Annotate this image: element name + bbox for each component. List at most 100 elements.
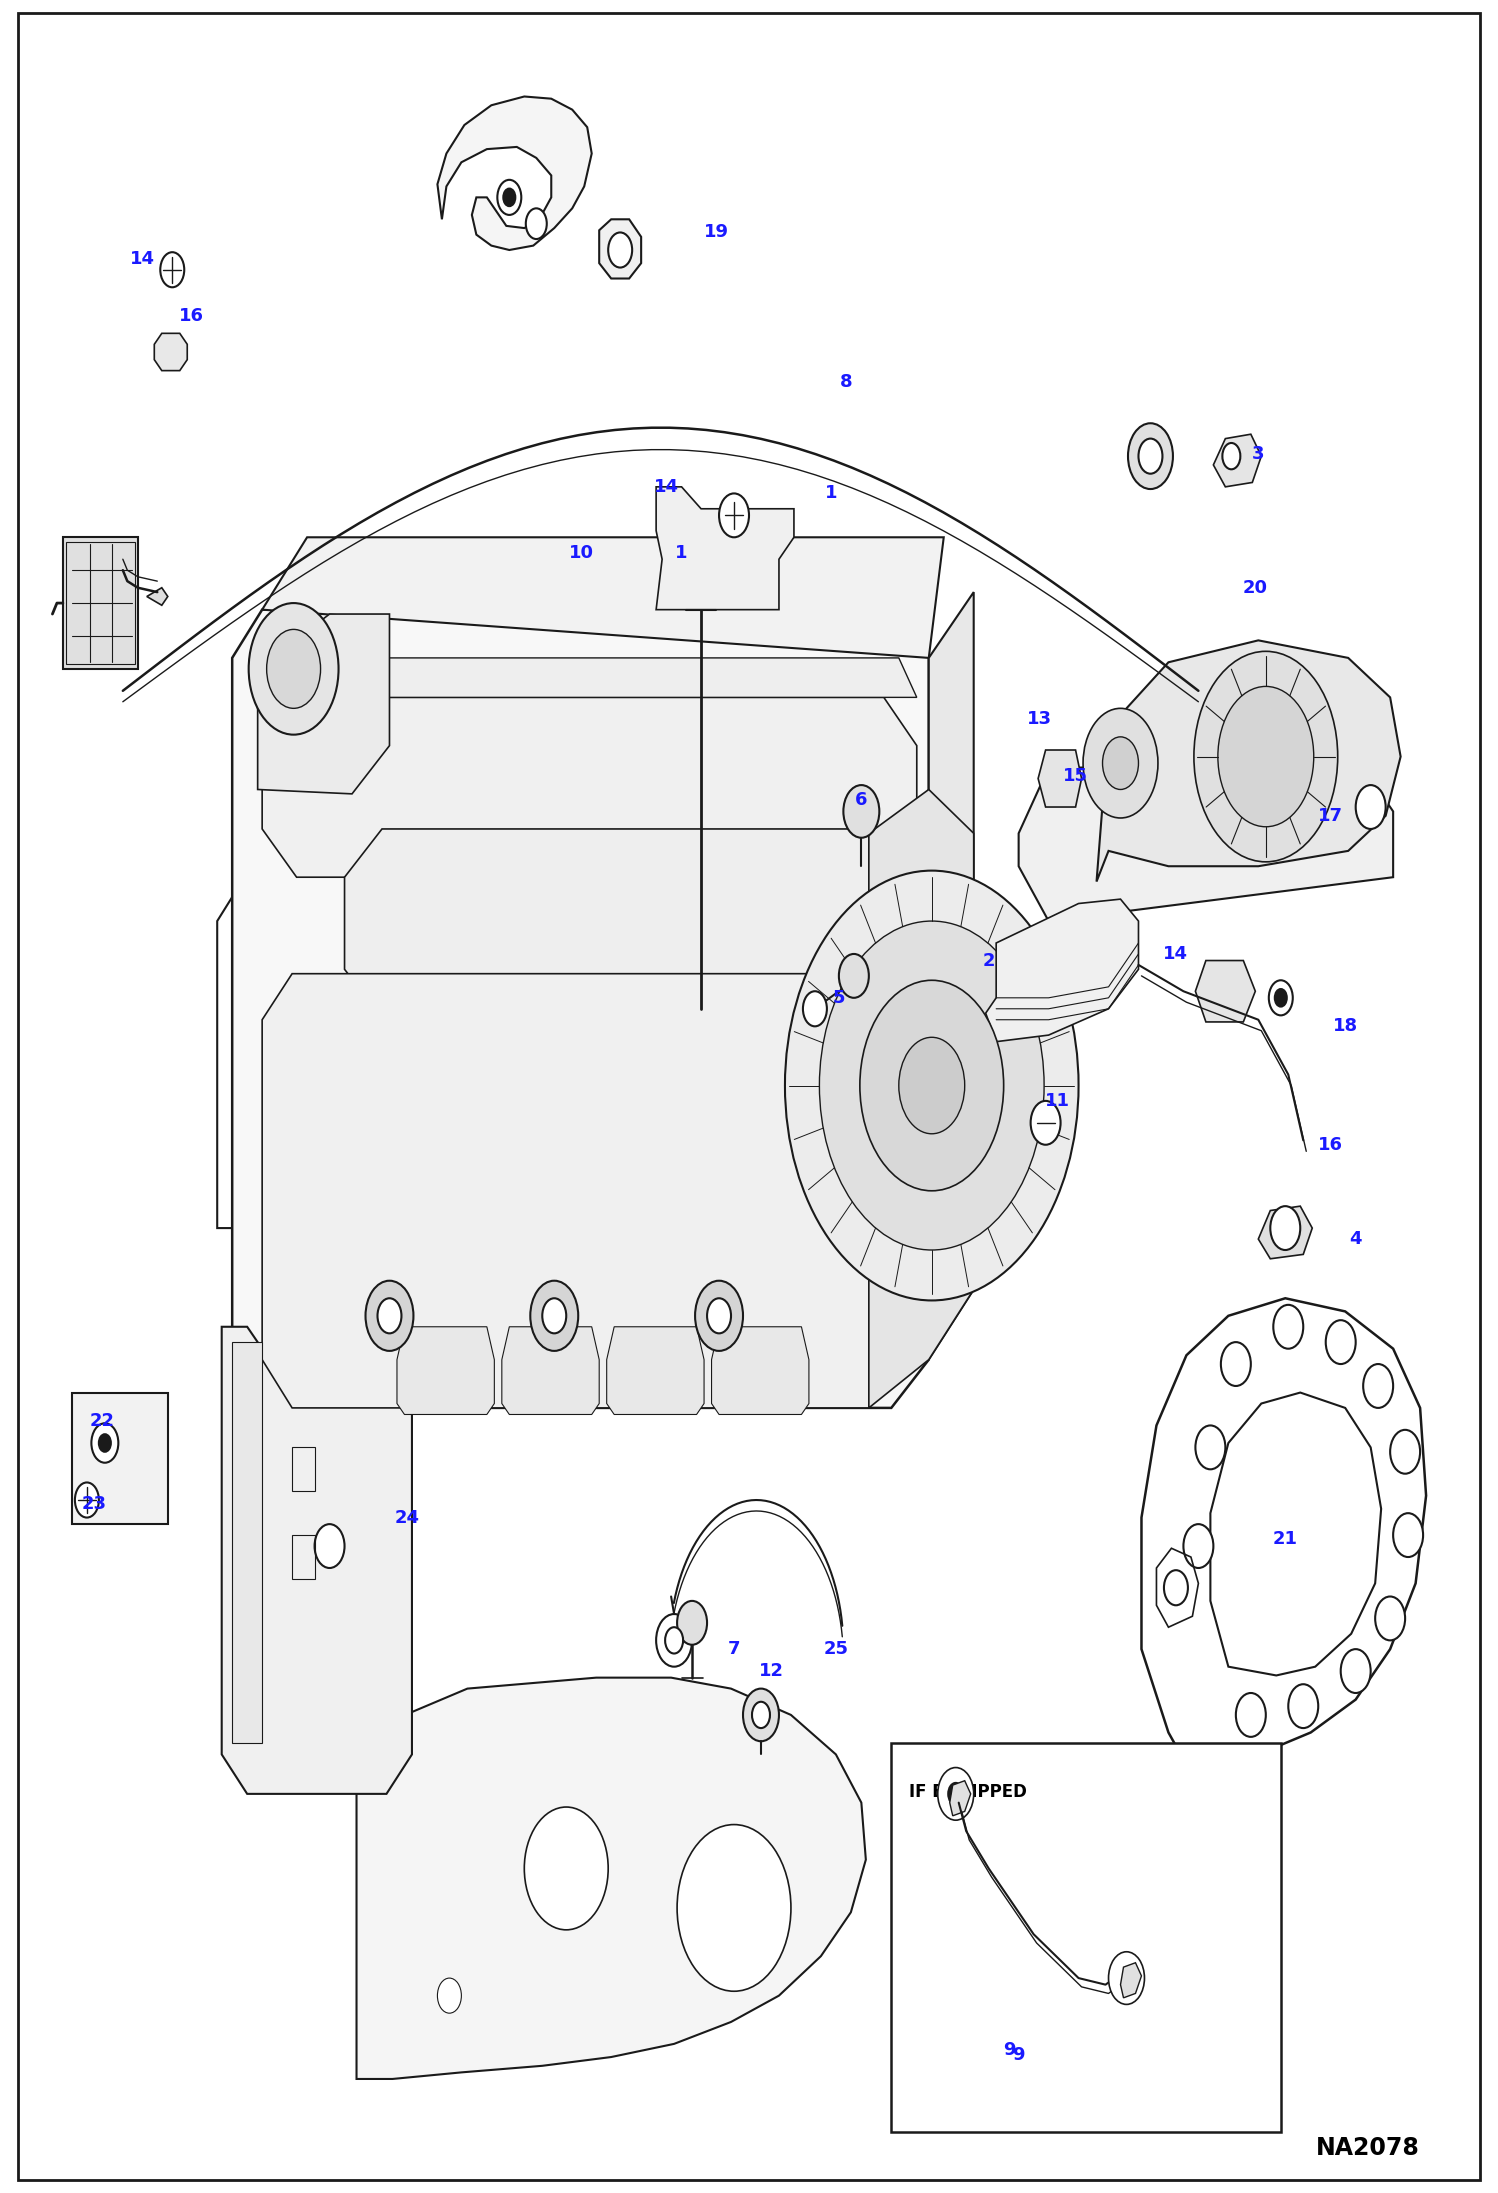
- Text: 1: 1: [676, 544, 688, 561]
- Polygon shape: [1195, 961, 1255, 1022]
- Polygon shape: [437, 96, 592, 250]
- Circle shape: [1031, 1101, 1061, 1145]
- Text: 8: 8: [840, 373, 852, 390]
- Circle shape: [665, 1627, 683, 1654]
- Polygon shape: [1038, 750, 1082, 807]
- Text: 10: 10: [569, 544, 593, 561]
- Circle shape: [267, 629, 321, 708]
- Circle shape: [1103, 737, 1138, 789]
- Circle shape: [1218, 686, 1314, 827]
- Circle shape: [524, 1807, 608, 1930]
- Circle shape: [1138, 439, 1162, 474]
- Circle shape: [656, 1614, 692, 1667]
- Text: 15: 15: [1064, 768, 1088, 785]
- Circle shape: [1273, 1305, 1303, 1349]
- Polygon shape: [1019, 768, 1393, 921]
- Circle shape: [1356, 785, 1386, 829]
- Polygon shape: [986, 899, 1138, 1042]
- Polygon shape: [262, 537, 944, 658]
- Circle shape: [497, 180, 521, 215]
- Polygon shape: [599, 219, 641, 279]
- Bar: [891, 1743, 1281, 2132]
- Polygon shape: [258, 614, 389, 794]
- Circle shape: [1375, 1597, 1405, 1640]
- Circle shape: [437, 1978, 461, 2013]
- Circle shape: [803, 991, 827, 1026]
- Circle shape: [99, 1434, 111, 1452]
- Circle shape: [1195, 1425, 1225, 1469]
- Polygon shape: [712, 1327, 809, 1414]
- Polygon shape: [262, 697, 917, 877]
- Circle shape: [160, 252, 184, 287]
- Circle shape: [1326, 1320, 1356, 1364]
- Polygon shape: [1258, 1206, 1312, 1259]
- Circle shape: [1390, 1430, 1420, 1474]
- Circle shape: [819, 921, 1044, 1250]
- Polygon shape: [147, 588, 168, 605]
- Text: 23: 23: [82, 1496, 106, 1513]
- Circle shape: [1183, 1524, 1213, 1568]
- Polygon shape: [656, 487, 794, 610]
- Circle shape: [719, 493, 749, 537]
- Circle shape: [503, 189, 515, 206]
- Text: 16: 16: [1318, 1136, 1342, 1154]
- Polygon shape: [262, 974, 899, 1408]
- Text: 24: 24: [395, 1509, 419, 1526]
- Polygon shape: [357, 1678, 866, 2079]
- Text: 18: 18: [1333, 1018, 1357, 1035]
- Circle shape: [377, 1298, 401, 1333]
- Text: 1: 1: [825, 485, 837, 502]
- Circle shape: [1221, 1342, 1251, 1386]
- Text: 16: 16: [180, 307, 204, 325]
- Polygon shape: [607, 1327, 704, 1414]
- Circle shape: [315, 1524, 345, 1568]
- Circle shape: [1083, 708, 1158, 818]
- Circle shape: [608, 232, 632, 268]
- Polygon shape: [154, 333, 187, 371]
- Circle shape: [948, 1783, 963, 1805]
- Circle shape: [843, 785, 879, 838]
- Circle shape: [677, 1601, 707, 1645]
- Circle shape: [1288, 1684, 1318, 1728]
- Circle shape: [526, 208, 547, 239]
- Polygon shape: [345, 829, 917, 1018]
- Text: 14: 14: [655, 478, 679, 496]
- Circle shape: [938, 1768, 974, 1820]
- Polygon shape: [297, 658, 917, 697]
- Circle shape: [530, 1281, 578, 1351]
- Text: 6: 6: [855, 792, 867, 809]
- Circle shape: [1270, 1206, 1300, 1250]
- Text: 20: 20: [1243, 579, 1267, 596]
- Circle shape: [1194, 651, 1338, 862]
- Circle shape: [91, 1423, 118, 1463]
- Circle shape: [1128, 423, 1173, 489]
- Circle shape: [860, 980, 1004, 1191]
- Polygon shape: [869, 789, 974, 1408]
- Text: 2: 2: [983, 952, 995, 969]
- Text: 14: 14: [130, 250, 154, 268]
- Circle shape: [75, 1482, 99, 1518]
- Circle shape: [1269, 980, 1293, 1015]
- Text: 5: 5: [833, 989, 845, 1007]
- Circle shape: [1164, 1570, 1188, 1605]
- Text: 14: 14: [1164, 945, 1188, 963]
- Circle shape: [677, 1825, 791, 1991]
- Text: IF EQUIPPED: IF EQUIPPED: [909, 1783, 1028, 1800]
- Text: 17: 17: [1318, 807, 1342, 825]
- Polygon shape: [232, 1342, 262, 1743]
- Polygon shape: [63, 537, 138, 669]
- Circle shape: [752, 1702, 770, 1728]
- Circle shape: [1341, 1649, 1371, 1693]
- Polygon shape: [1097, 640, 1401, 882]
- Text: 11: 11: [1046, 1092, 1070, 1110]
- Circle shape: [249, 603, 339, 735]
- Circle shape: [899, 1037, 965, 1134]
- Text: 22: 22: [90, 1412, 114, 1430]
- Polygon shape: [72, 1393, 168, 1524]
- Text: 9: 9: [1013, 2046, 1025, 2064]
- Text: 7: 7: [728, 1640, 740, 1658]
- Circle shape: [743, 1689, 779, 1741]
- Circle shape: [1393, 1513, 1423, 1557]
- Polygon shape: [1121, 1963, 1141, 1998]
- Text: NA2078: NA2078: [1317, 2136, 1420, 2160]
